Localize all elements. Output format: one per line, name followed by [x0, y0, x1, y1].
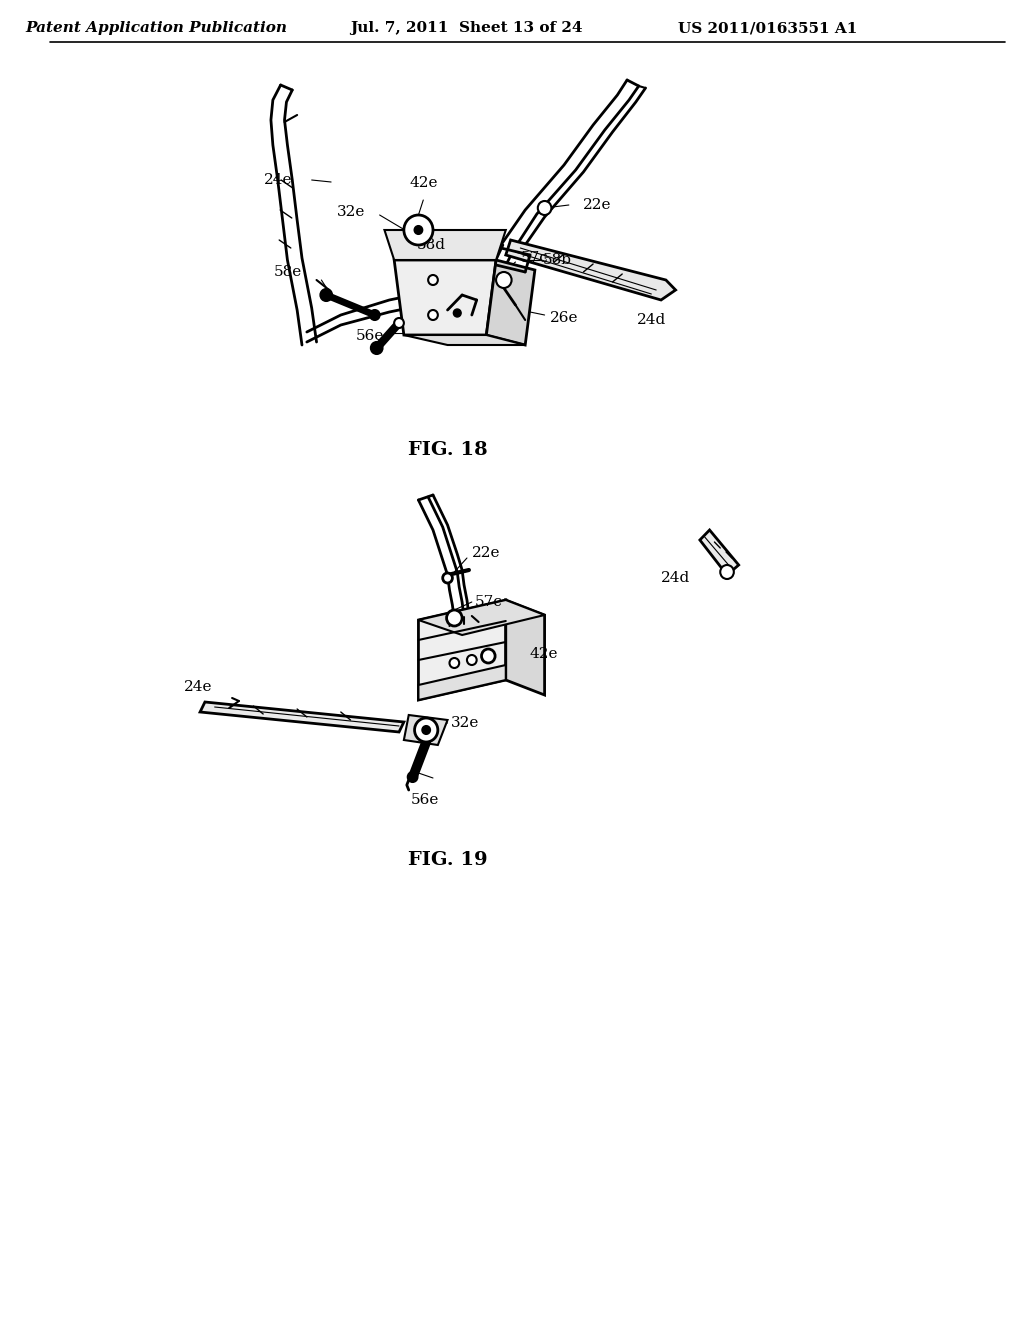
Circle shape: [394, 318, 403, 327]
Polygon shape: [200, 702, 403, 733]
Circle shape: [467, 655, 476, 665]
Circle shape: [415, 718, 438, 742]
Text: Sheet 13 of 24: Sheet 13 of 24: [459, 21, 582, 36]
Text: 22e: 22e: [584, 198, 612, 213]
Text: 32e: 32e: [451, 715, 479, 730]
Circle shape: [538, 201, 551, 215]
Polygon shape: [419, 665, 506, 700]
Circle shape: [371, 342, 383, 354]
Circle shape: [720, 565, 734, 579]
Polygon shape: [419, 601, 506, 700]
Circle shape: [442, 573, 453, 583]
Text: 57c: 57c: [520, 251, 548, 265]
Circle shape: [428, 310, 438, 319]
Circle shape: [481, 649, 495, 663]
Text: 24e: 24e: [184, 680, 213, 694]
Text: 56e: 56e: [356, 329, 384, 343]
Circle shape: [370, 310, 380, 319]
Text: 42e: 42e: [409, 176, 437, 190]
Text: 26e: 26e: [550, 312, 578, 325]
Text: 24d: 24d: [660, 572, 690, 585]
Text: 58d: 58d: [417, 238, 445, 252]
Text: 42e: 42e: [529, 647, 557, 661]
Circle shape: [321, 289, 332, 301]
Polygon shape: [384, 230, 506, 260]
Text: Patent Application Publication: Patent Application Publication: [26, 21, 288, 36]
Polygon shape: [699, 531, 738, 576]
Circle shape: [454, 309, 461, 317]
Circle shape: [422, 726, 430, 734]
Circle shape: [415, 226, 422, 234]
Text: US 2011/0163551 A1: US 2011/0163551 A1: [678, 21, 857, 36]
Circle shape: [446, 610, 462, 626]
Text: FIG. 18: FIG. 18: [408, 441, 487, 459]
Text: 56e: 56e: [411, 793, 439, 807]
Polygon shape: [394, 260, 496, 335]
Polygon shape: [506, 601, 545, 696]
Text: 24e: 24e: [264, 173, 292, 187]
Polygon shape: [403, 715, 447, 744]
Text: 58e: 58e: [273, 265, 302, 279]
Polygon shape: [486, 260, 535, 345]
Circle shape: [403, 215, 433, 246]
Text: 22e: 22e: [472, 546, 501, 560]
Circle shape: [450, 657, 459, 668]
Circle shape: [496, 272, 512, 288]
Text: 24d: 24d: [637, 313, 666, 327]
Polygon shape: [506, 240, 676, 300]
Polygon shape: [403, 335, 525, 345]
Text: FIG. 19: FIG. 19: [408, 851, 487, 869]
Text: Jul. 7, 2011: Jul. 7, 2011: [350, 21, 449, 36]
Text: 58b: 58b: [543, 253, 571, 267]
Polygon shape: [419, 601, 545, 635]
Text: 32e: 32e: [337, 205, 366, 219]
Circle shape: [408, 772, 418, 781]
Text: 57c: 57c: [475, 595, 503, 609]
Circle shape: [428, 275, 438, 285]
